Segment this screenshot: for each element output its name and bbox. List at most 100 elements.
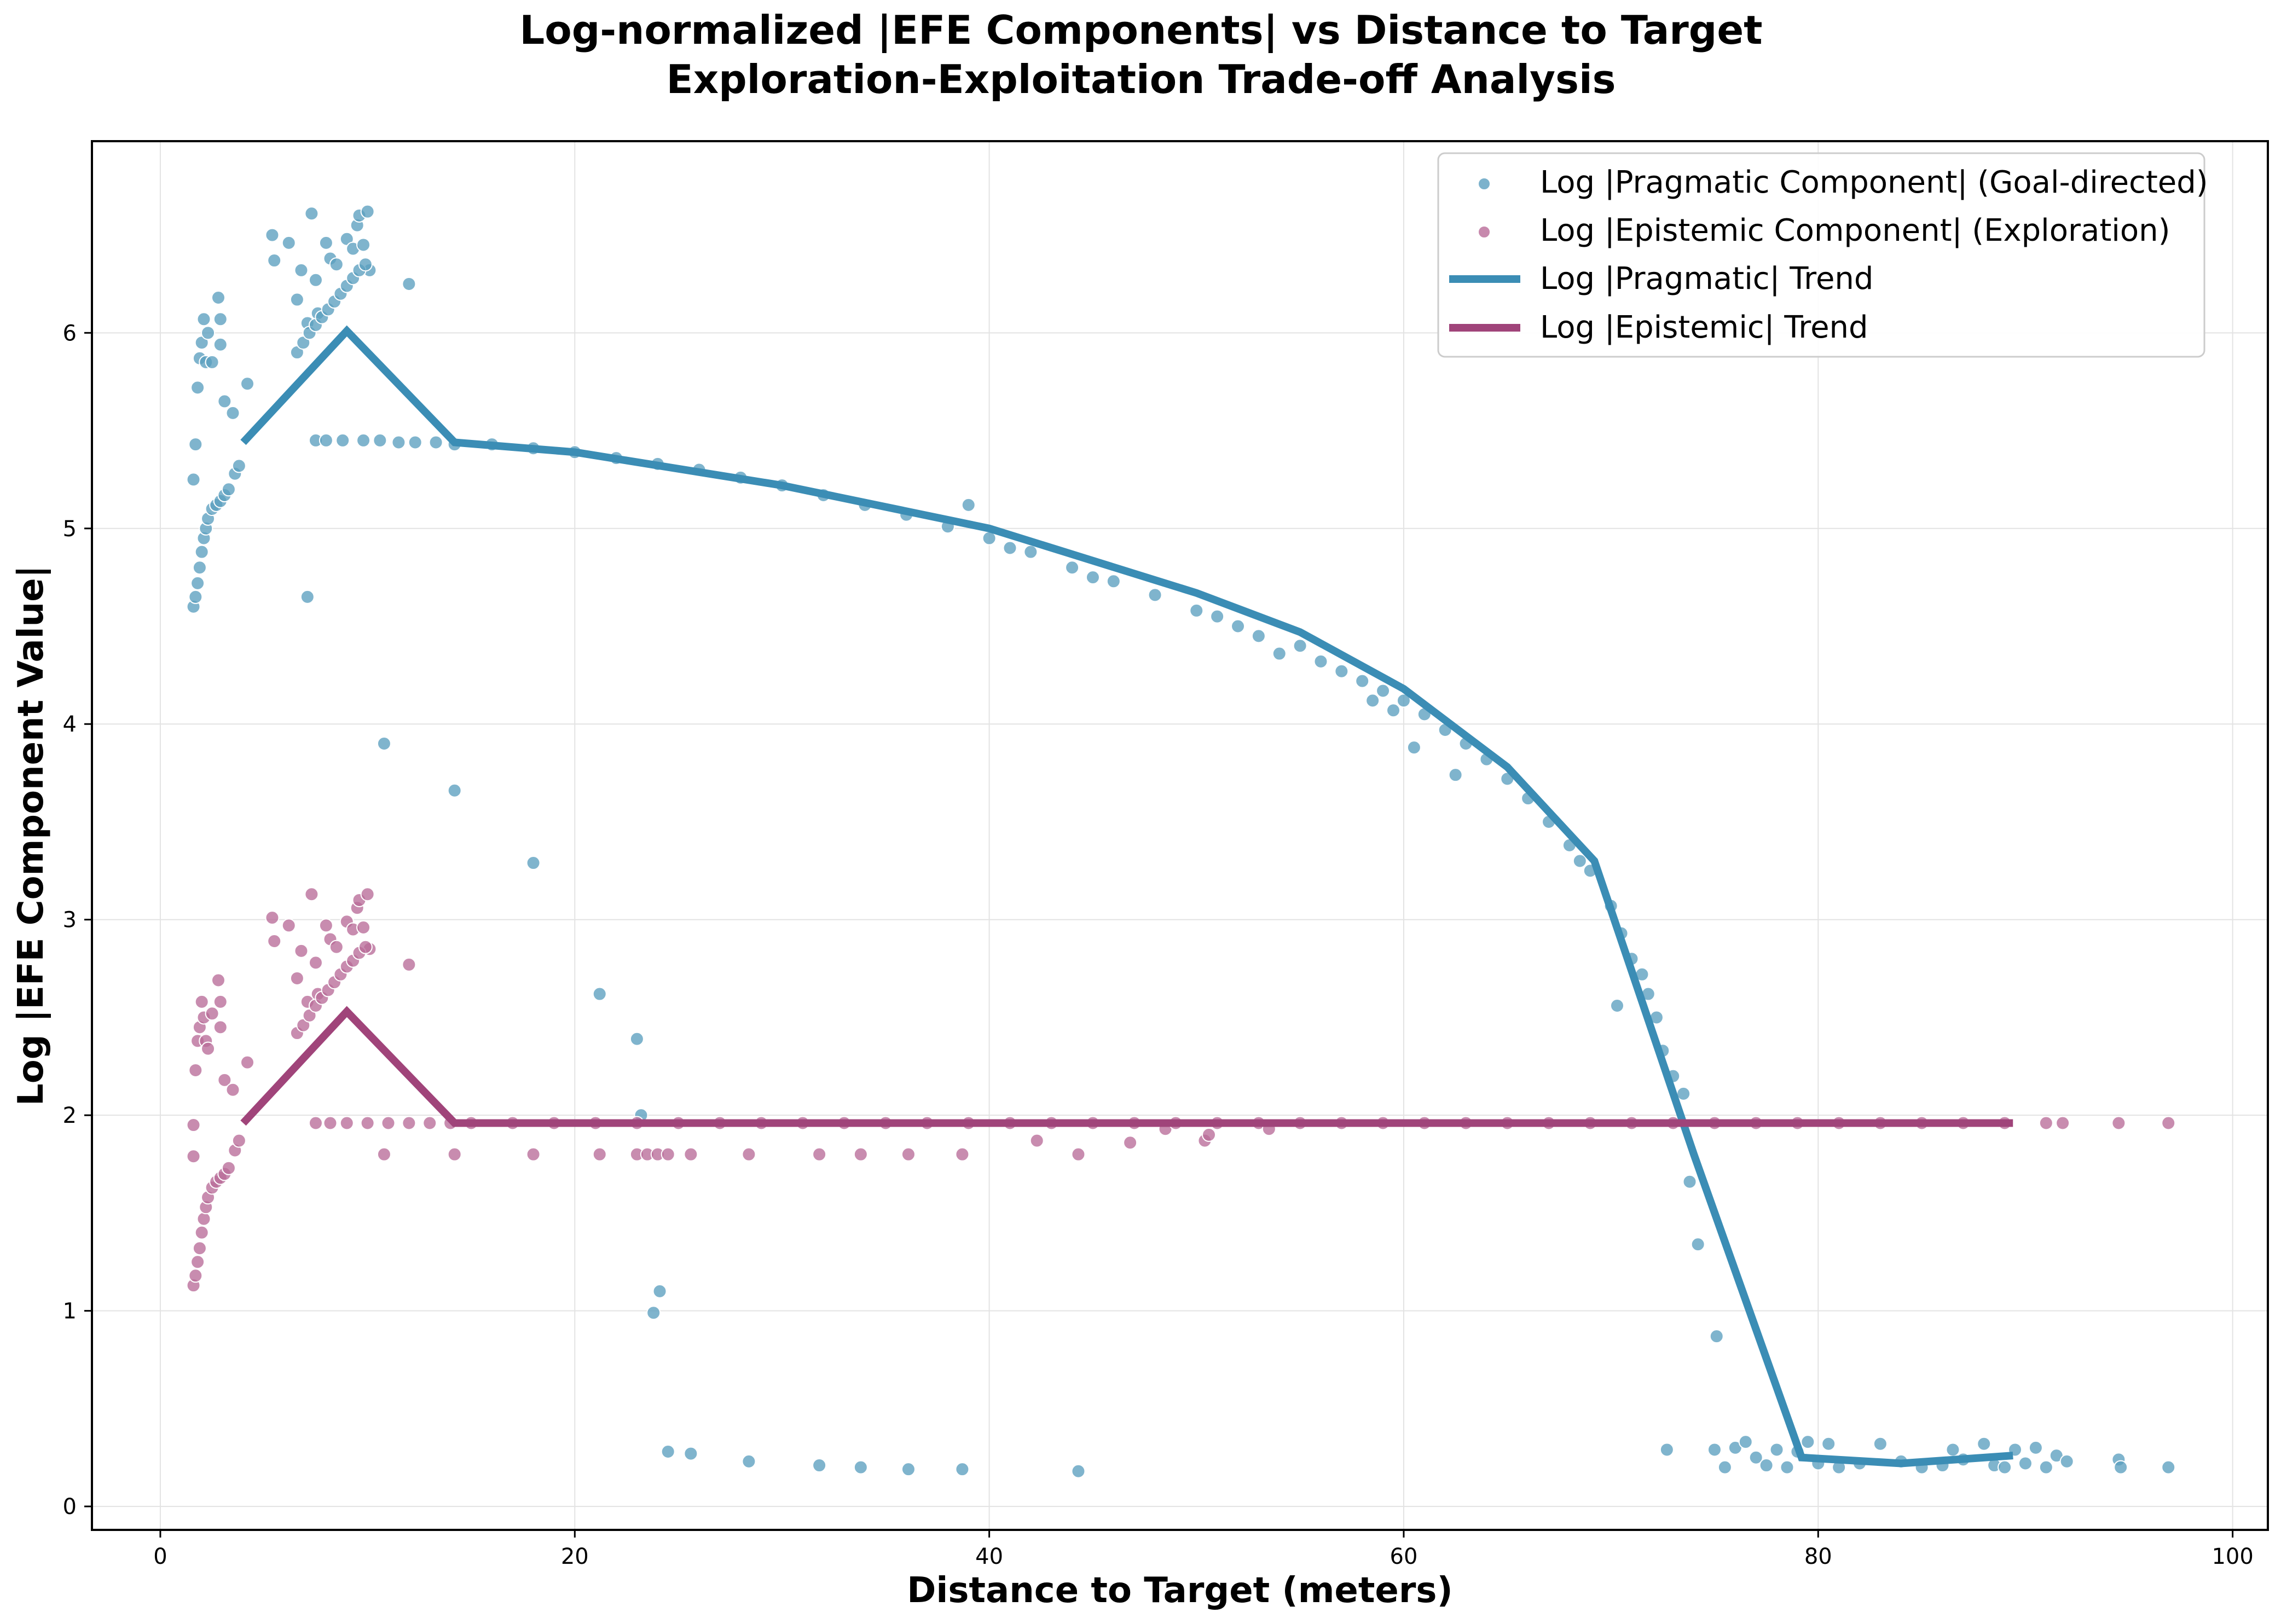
pragmatic-point [304,206,319,221]
pragmatic-point [646,1306,661,1320]
pragmatic-point [812,1458,827,1473]
pragmatic-point [1003,541,1017,555]
grid-lines [92,141,2268,1530]
epistemic-point [447,1147,462,1162]
pragmatic-point [1272,646,1287,661]
pragmatic-point [1023,544,1038,559]
epistemic-point [592,1147,607,1162]
epistemic-point [356,920,371,935]
pragmatic-point [1396,693,1411,708]
pragmatic-point [217,394,232,409]
legend-frame [1437,152,2205,358]
pragmatic-point [356,433,371,448]
pragmatic-point [221,482,236,497]
pragmatic-point [194,544,209,559]
pragmatic-point [1946,1442,1960,1457]
pragmatic-point [629,1031,644,1046]
pragmatic-point [377,736,391,751]
epistemic-point [304,887,319,902]
epistemic-point [267,934,282,949]
pragmatic-point [225,405,240,420]
epistemic-point [194,994,209,1009]
epistemic-point [213,1020,228,1035]
pragmatic-point [961,497,976,512]
axis-ticks: 0 20 40 60 80 100 0 1 2 3 4 5 6 [63,321,2254,1569]
pragmatic-point [231,459,246,473]
plot-area [186,204,2176,1478]
epistemic-point [308,1116,323,1130]
epistemic-point [377,1147,391,1162]
pragmatic-point [373,433,387,448]
pragmatic-point [955,1462,970,1477]
pragmatic-point [300,589,315,604]
pragmatic-point [1406,740,1421,755]
plot-frame [91,140,2269,1531]
pragmatic-point [1709,1329,1724,1344]
x-tick-label: 40 [975,1544,1003,1569]
pragmatic-point [1065,560,1080,575]
pragmatic-point [1759,1458,1774,1473]
epistemic-point [360,887,375,902]
pragmatic-point [188,589,203,604]
epistemic-point [2056,1116,2070,1130]
pragmatic-point [1293,639,1307,653]
pragmatic-point [1210,609,1225,624]
pragmatic-point [1717,1460,1732,1475]
pragmatic-point [205,355,219,369]
pragmatic-point [1106,574,1121,589]
y-tick-label: 0 [63,1494,77,1519]
pragmatic-point [267,253,282,268]
epistemic-point [192,1241,207,1256]
pragmatic-point [1873,1436,1888,1451]
pragmatic-point [1738,1435,1753,1449]
epistemic-point [381,1116,396,1130]
epistemic-point [402,1116,416,1130]
pragmatic-point [188,437,203,452]
pragmatic-point [1998,1460,2012,1475]
epistemic-point [402,957,416,972]
pragmatic-point [1313,654,1328,669]
pragmatic-point [391,435,406,450]
x-tick-label: 20 [561,1544,589,1569]
pragmatic-point [1659,1442,1674,1457]
pragmatic-point [1071,1464,1086,1478]
epistemic-point [422,1116,437,1130]
pragmatic-point [360,204,375,219]
pragmatic-point [742,1454,756,1469]
epistemic-point [190,1255,205,1269]
pragmatic-point [1691,1237,1705,1252]
pragmatic-point [2028,1440,2043,1455]
pragmatic-point [290,292,304,307]
epistemic-point [188,1268,203,1283]
epistemic-point [294,943,309,958]
pragmatic-point [1355,674,1370,688]
chart-subtitle: Exploration-Exploitation Trade-off Analy… [667,56,1616,102]
pragmatic-point [356,237,371,252]
epistemic-point [201,1041,216,1056]
epistemic-point [194,1225,209,1240]
pragmatic-point [1821,1436,1836,1451]
y-tick-label: 6 [63,321,77,346]
pragmatic-point [1682,1174,1697,1189]
y-tick-label: 2 [63,1103,77,1128]
pragmatic-point [1448,768,1463,782]
pragmatic-point [661,1445,675,1459]
pragmatic-point [1977,1436,1991,1451]
epistemic-point [1029,1133,1044,1148]
pragmatic-point [1801,1435,1815,1449]
legend: Log |Pragmatic Component| (Goal-directed… [1437,152,2208,358]
pragmatic-point [1251,629,1266,643]
x-tick-label: 0 [153,1544,167,1569]
epistemic-trend-line [240,1006,2013,1127]
legend-label-pragmatic: Log |Pragmatic Component| (Goal-directed… [1540,165,2208,200]
legend-label-epistemic-trend: Log |Epistemic| Trend [1540,310,1868,345]
x-tick-label: 100 [2211,1544,2253,1569]
pragmatic-point [1189,603,1204,618]
pragmatic-point [2018,1456,2033,1471]
epistemic-point [205,1006,219,1021]
epistemic-point [323,1116,338,1130]
epistemic-point [339,1116,354,1130]
epistemic-point [186,1149,201,1164]
legend-label-epistemic: Log |Epistemic Component| (Exploration) [1540,213,2170,248]
